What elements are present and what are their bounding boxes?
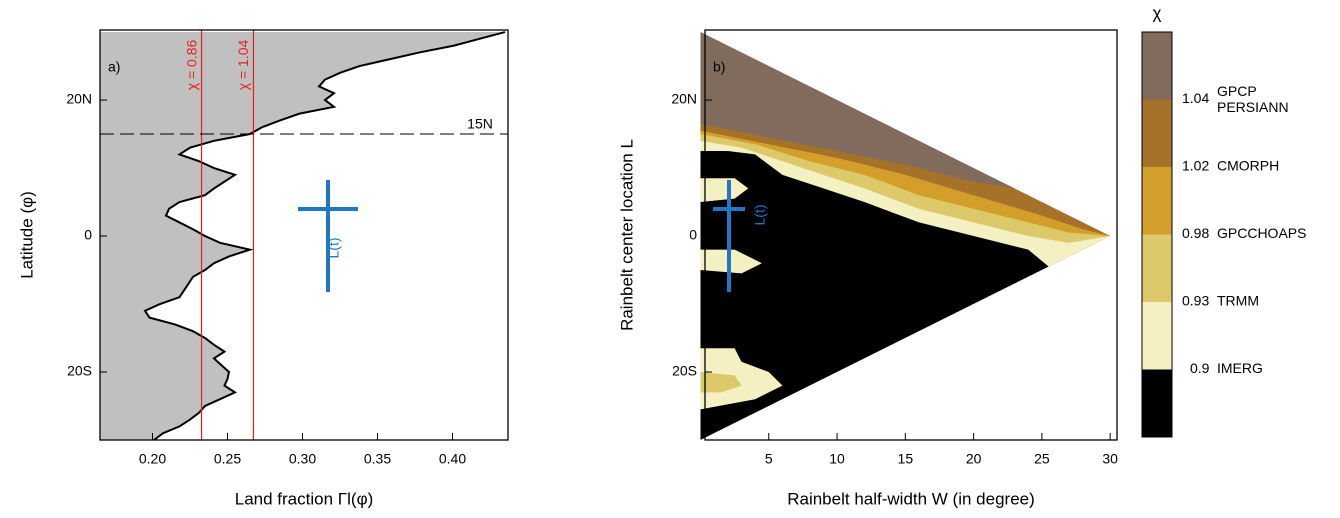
colorbar-label: 0.9 [1190, 360, 1210, 376]
panel-label: b) [713, 59, 725, 75]
colorbar-swatch [1142, 234, 1172, 302]
y-tick-label: 20S [672, 363, 697, 379]
x-tick-label: 30 [1102, 451, 1118, 467]
x-axis-label: Land fraction Γl(φ) [235, 489, 374, 508]
y-axis-label: Rainbelt center location L [617, 139, 636, 331]
colorbar-label: 0.98 [1182, 225, 1209, 241]
annotation-label: L(t) [752, 205, 768, 226]
plot-area [700, 32, 1111, 441]
colorbar-label: 0.93 [1182, 293, 1209, 309]
product-label: GPCCHOAPS [1217, 225, 1306, 241]
plot-frame [99, 29, 509, 441]
x-tick-label: 0.35 [364, 451, 391, 467]
colorbar-frame [1141, 31, 1173, 438]
contour-region [700, 249, 762, 274]
product-label: GPCP [1217, 83, 1257, 99]
reference-label: 15N [467, 116, 493, 132]
product-label: PERSIANN [1217, 99, 1289, 115]
y-tick-label: 0 [689, 227, 697, 243]
colorbar-swatch [1142, 167, 1172, 235]
colorbar-label: 1.02 [1182, 158, 1209, 174]
area [100, 32, 505, 440]
product-label: TRMM [1217, 293, 1259, 309]
plot-frame [704, 29, 1118, 441]
x-tick-label: 10 [829, 451, 845, 467]
y-tick-label: 20S [67, 363, 92, 379]
colorbar-title: χ [1153, 3, 1162, 22]
y-tick-label: 20N [66, 91, 92, 107]
y-tick-label: 20N [671, 91, 697, 107]
colorbar-label: 1.04 [1182, 90, 1209, 106]
x-axis-label: Rainbelt half-width W (in degree) [787, 489, 1035, 508]
x-tick-label: 0.30 [289, 451, 316, 467]
panel-label: a) [108, 59, 120, 75]
reference-label: χ = 1.04 [235, 40, 251, 91]
line [143, 31, 506, 440]
annotation-label: L(t) [326, 238, 342, 259]
plot-area [100, 31, 506, 440]
contour-region [700, 372, 742, 393]
contour-region [700, 348, 783, 410]
x-tick-label: 25 [1034, 451, 1050, 467]
colorbar-swatch [1142, 99, 1172, 167]
colorbar-swatch [1142, 369, 1172, 437]
colorbar-swatch [1142, 32, 1172, 100]
y-tick-label: 0 [84, 227, 92, 243]
x-tick-label: 0.25 [214, 451, 241, 467]
x-tick-label: 0.40 [439, 451, 466, 467]
x-tick-label: 15 [898, 451, 914, 467]
x-tick-label: 20 [966, 451, 982, 467]
reference-label: χ = 0.86 [183, 40, 199, 91]
x-tick-label: 5 [765, 451, 773, 467]
y-axis-label: Latitude (φ) [17, 191, 36, 279]
colorbar-swatch [1142, 302, 1172, 370]
product-label: IMERG [1217, 360, 1263, 376]
contour-region [700, 178, 749, 203]
x-tick-label: 0.20 [139, 451, 166, 467]
product-label: CMORPH [1217, 158, 1279, 174]
